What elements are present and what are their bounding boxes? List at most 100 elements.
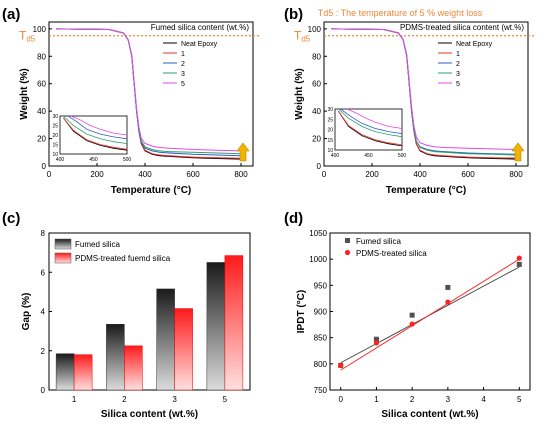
x-tick-label: 5 [223,395,228,404]
x-tick-label: 600 [461,170,475,179]
panel-d-label: (d) [284,210,303,227]
legend-entry: 5 [456,81,460,88]
inset-curve-neat [63,117,128,151]
inset-y-tick-label: 20 [327,128,333,134]
data-point-fumed [373,336,379,342]
y-tick-label: 40 [312,107,321,116]
inset-x-tick-label: 500 [398,153,407,159]
inset-y-tick-label: 25 [52,124,58,130]
x-tick-label: 800 [234,170,248,179]
x-tick-label: 400 [138,170,152,179]
x-tick-label: 2 [122,395,127,404]
legend-entry: Neat Epoxy [456,41,493,48]
legend-swatch [54,252,72,264]
y-tick-label: 800 [314,360,328,369]
legend-entry: 1 [456,51,460,58]
inset-y-tick-label: 15 [327,138,333,144]
legend-marker [344,249,351,256]
y-tick-label: 1050 [309,229,327,238]
inset-curve-s5 [346,108,403,129]
inset-curve-s1 [338,110,403,146]
y-tick-label: 950 [314,281,328,290]
legend-entry: 3 [181,71,185,78]
x-tick-label: 200 [90,170,104,179]
x-axis-label: Temperature (°C) [386,185,467,196]
y-tick-label: 20 [37,135,46,144]
increase-arrow-icon [236,142,250,162]
y-tick-label: 100 [308,25,322,34]
y-axis-label: Weight (%) [19,68,30,119]
y-tick-label: 2 [41,347,46,356]
y-tick-label: 4 [41,308,46,317]
legend-entry: Fumed silica [75,240,120,249]
x-tick-label: 3 [172,395,177,404]
gap-bar-chart: 0 2 4 6 8 1 2 3 5 Fumed silica PDMS-treated fuemd … [21,229,251,420]
bar-pdms [174,308,193,391]
data-point-pdms [409,321,415,327]
inset-y-tick-label: 20 [52,133,58,139]
data-point-pdms [373,340,380,346]
y-axis-label: Weight (%) [294,68,305,119]
inset-y-tick-label: 10 [52,152,58,158]
y-tick-label: 8 [41,229,46,238]
y-tick-label: 6 [41,268,46,277]
bar-pdms [73,354,93,391]
x-tick-label: 600 [186,170,200,179]
bar-fumed [106,324,125,391]
bar-pdms [224,255,244,391]
panel-a-label: (a) [2,6,20,23]
inset-y-tick-label: 10 [327,148,333,154]
y-tick-label: 60 [312,80,321,89]
inset-curve-s3 [338,108,403,138]
legend-entry: 5 [181,81,185,88]
y-tick-label: 750 [314,386,328,395]
x-axis-label: Silica content (wt.%) [101,409,198,420]
inset-x-tick-label: 450 [89,157,98,163]
legend-entry: 2 [456,61,460,68]
data-point-pdms [516,255,522,261]
plot-frame [323,21,529,167]
bar-pdms [124,345,143,391]
data-point-fumed [445,284,451,290]
data-point-pdms [338,362,344,369]
x-tick-label: 3 [446,395,451,404]
legend-title: Fumed silica content (wt.%) [151,23,250,32]
inset-x-tick-label: 400 [56,157,65,163]
td5-definition-note: Td5 : The temperature of 5 % weight loss [318,8,483,18]
increase-arrow-icon [511,142,525,162]
x-tick-label: 1 [72,395,77,404]
tga-curve-s5 [56,28,242,152]
x-axis-label: Temperature (°C) [111,185,192,196]
y-tick-label: 0 [317,162,322,171]
inset-y-tick-label: 15 [52,143,58,149]
data-point-pdms [445,299,451,305]
inset-x-tick-label: 500 [123,157,132,163]
y-tick-label: 40 [37,107,46,116]
bar-fumed [156,288,175,391]
inset-y-tick-label: 25 [327,117,333,123]
x-tick-label: 1 [374,395,379,404]
x-tick-label: 2 [410,395,415,404]
x-tick-label: 5 [517,395,522,404]
legend-entry: Fumed silica [356,237,401,246]
legend-entry: 1 [181,51,185,58]
x-tick-label: 0 [47,170,52,179]
y-axis-label: IPDT (°C) [296,290,307,333]
plot-frame [48,21,254,167]
inset-curve-s2 [67,115,128,140]
x-tick-label: 4 [481,395,486,404]
y-tick-label: 80 [312,52,321,61]
x-tick-label: 800 [509,170,523,179]
inset-x-tick-label: 450 [364,153,373,159]
inset-curve-neat [338,110,403,147]
data-point-fumed [409,312,415,318]
inset-x-tick-label: 400 [331,153,340,159]
legend-title: PDMS-treated silica content (wt.%) [400,23,524,32]
tga-curve-s5 [331,28,517,150]
panel-c-label: (c) [2,210,20,227]
data-point-fumed [516,261,522,267]
legend-entry: PDMS-treated silica [356,249,427,258]
x-axis-label: Silica content (wt.%) [381,409,478,420]
